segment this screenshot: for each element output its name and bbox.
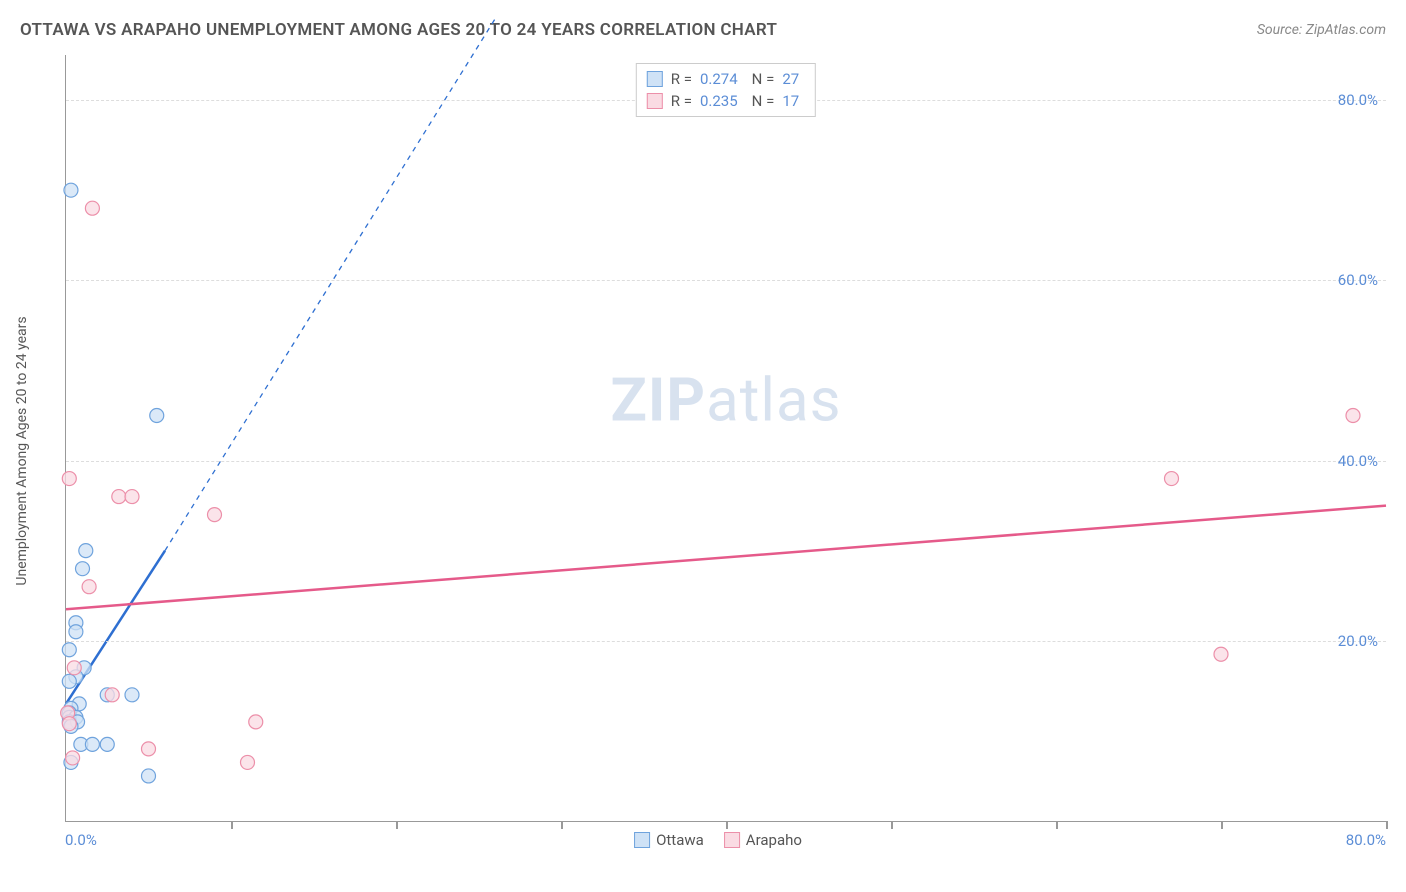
legend-n-label: N = [752, 92, 775, 110]
legend-swatch [724, 832, 740, 848]
trend-line-dash-ottawa [165, 19, 495, 551]
x-tick [726, 821, 728, 829]
legend-r-label: R = [671, 92, 692, 110]
data-point-arapaho [125, 490, 139, 504]
x-tick [1056, 821, 1058, 829]
legend-corr-row: R = 0.235 N = 17 [647, 90, 805, 112]
legend-series-label: Ottawa [656, 831, 704, 849]
data-point-arapaho [241, 755, 255, 769]
legend-n-value: 27 [782, 70, 799, 88]
x-axis-max-label: 80.0% [1346, 831, 1386, 849]
y-tick-label: 80.0% [1338, 91, 1378, 109]
data-point-ottawa [79, 544, 93, 558]
chart-svg [66, 55, 1386, 821]
legend-n-label: N = [752, 70, 775, 88]
legend-swatch [647, 93, 663, 109]
x-tick [1221, 821, 1223, 829]
legend-correlation: R = 0.274 N = 27 R = 0.235 N = 17 [636, 63, 816, 117]
data-point-arapaho [62, 472, 76, 486]
data-point-ottawa [64, 183, 78, 197]
data-point-ottawa [62, 674, 76, 688]
y-tick-label: 20.0% [1338, 632, 1378, 650]
gridline [66, 280, 1386, 281]
data-point-ottawa [125, 688, 139, 702]
legend-swatch [647, 71, 663, 87]
x-axis-min-label: 0.0% [65, 831, 97, 849]
x-tick [561, 821, 563, 829]
legend-series-item: Arapaho [724, 831, 802, 849]
plot-area: ZIPatlas R =0.274N =27R =0.235N =17 20.0… [65, 55, 1386, 822]
legend-n-value: 17 [782, 92, 799, 110]
source-attribution: Source: ZipAtlas.com [1257, 22, 1386, 38]
legend-corr-row: R = 0.274 N = 27 [647, 68, 805, 90]
data-point-arapaho [105, 688, 119, 702]
x-tick [396, 821, 398, 829]
x-tick [891, 821, 893, 829]
data-point-arapaho [1346, 408, 1360, 422]
data-point-ottawa [85, 737, 99, 751]
data-point-arapaho [1214, 647, 1228, 661]
data-point-arapaho [62, 717, 76, 731]
data-point-ottawa [150, 408, 164, 422]
data-point-arapaho [66, 751, 80, 765]
legend-r-value: 0.274 [700, 70, 738, 88]
legend-r-label: R = [671, 70, 692, 88]
y-tick-label: 60.0% [1338, 271, 1378, 289]
data-point-arapaho [112, 490, 126, 504]
data-point-ottawa [142, 769, 156, 783]
legend-series-item: Ottawa [634, 831, 704, 849]
data-point-arapaho [208, 508, 222, 522]
data-point-arapaho [82, 580, 96, 594]
data-point-arapaho [142, 742, 156, 756]
legend-r-value: 0.235 [700, 92, 738, 110]
y-axis-label: Unemployment Among Ages 20 to 24 years [14, 316, 30, 585]
legend-series-label: Arapaho [746, 831, 802, 849]
data-point-ottawa [62, 643, 76, 657]
data-point-arapaho [85, 201, 99, 215]
gridline [66, 641, 1386, 642]
data-point-arapaho [249, 715, 263, 729]
chart-container: Unemployment Among Ages 20 to 24 years Z… [50, 55, 1386, 847]
x-tick [1386, 821, 1388, 829]
legend-swatch [634, 832, 650, 848]
data-point-ottawa [76, 562, 90, 576]
data-point-ottawa [69, 625, 83, 639]
y-tick-label: 40.0% [1338, 452, 1378, 470]
gridline [66, 461, 1386, 462]
trend-line-arapaho [66, 506, 1386, 610]
data-point-arapaho [67, 661, 81, 675]
data-point-arapaho [1165, 472, 1179, 486]
legend-series: Ottawa Arapaho [634, 831, 802, 849]
x-tick [231, 821, 233, 829]
chart-title: OTTAWA VS ARAPAHO UNEMPLOYMENT AMONG AGE… [20, 20, 777, 40]
data-point-ottawa [100, 737, 114, 751]
